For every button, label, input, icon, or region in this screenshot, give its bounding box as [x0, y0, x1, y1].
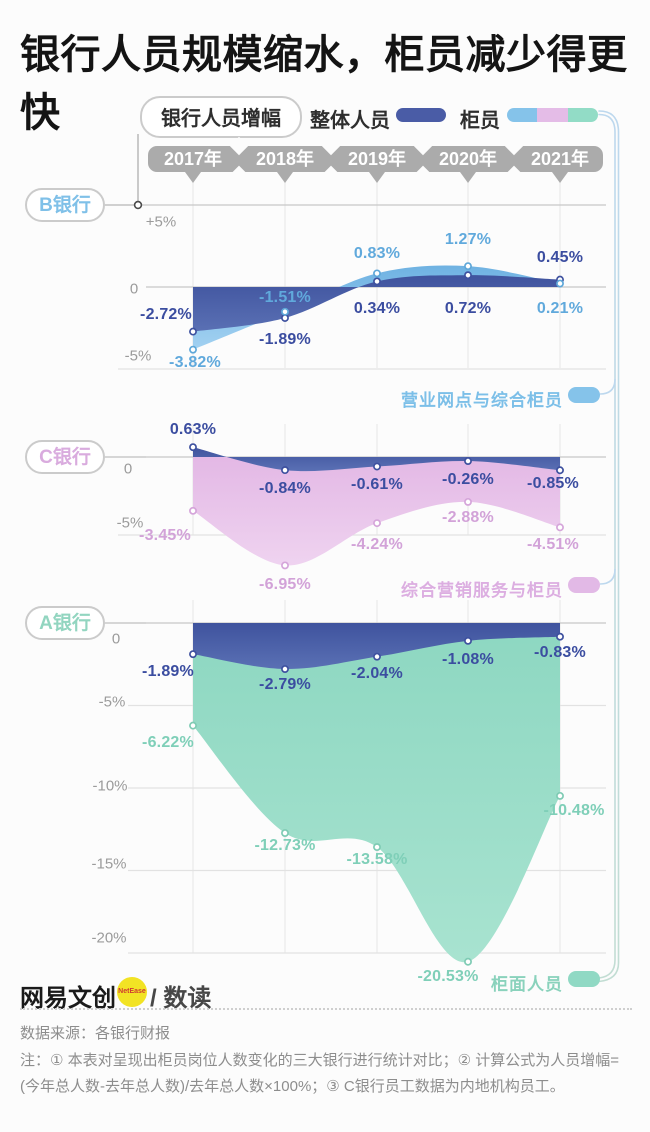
point-marker [373, 462, 381, 471]
legend-teller-swatch-pink [537, 108, 568, 122]
series-tag-pill-b [568, 387, 600, 403]
bank-badge-b: B银行 [25, 188, 105, 222]
legend-chart-title-badge: 银行人员增幅 [140, 96, 302, 138]
area-teller [193, 623, 560, 963]
point-marker [464, 271, 472, 280]
netease-badge-icon: NetEase [117, 977, 147, 1007]
year-pointer [460, 172, 476, 183]
area-overall [193, 623, 560, 670]
teller-connector-line [598, 110, 620, 983]
series-tag-pill-a [568, 971, 600, 987]
year-label: 2018年 [255, 149, 315, 169]
point-marker [189, 345, 197, 354]
point-marker [464, 457, 472, 466]
year-pointer [185, 172, 201, 183]
point-marker [464, 957, 472, 966]
point-marker [464, 497, 472, 506]
point-marker [556, 279, 564, 288]
year-label: 2020年 [438, 149, 498, 169]
series-tag-pill-c [568, 577, 600, 593]
point-marker [281, 466, 289, 475]
bank-badge-c: C银行 [25, 440, 105, 474]
legend-overall-label: 整体人员 [310, 110, 390, 132]
axis-anchor-marker [133, 200, 143, 210]
legend-teller-swatch [507, 108, 598, 122]
data-source-text: 数据来源：各银行财报 [20, 1025, 171, 1042]
point-marker [373, 843, 381, 852]
teller-connector-branch [599, 568, 616, 585]
year-label: 2019年 [347, 149, 407, 169]
point-marker [281, 829, 289, 837]
years-ribbon: 2017年 2018年 2019年 2020年 2021年 [148, 136, 603, 183]
point-marker [373, 652, 381, 661]
point-marker [281, 561, 289, 570]
point-marker [189, 650, 197, 659]
page-title: 银行人员规模缩水，柜员减少得更快 [20, 33, 628, 135]
point-marker [281, 307, 289, 316]
point-marker [373, 519, 381, 528]
year-label: 2017年 [163, 149, 223, 169]
legend-teller-swatch-green [567, 108, 598, 122]
point-marker [189, 506, 197, 515]
dotted-divider [20, 1008, 632, 1010]
bank-badge-a: A银行 [25, 606, 105, 640]
point-marker [556, 523, 564, 532]
netease-wenchuang-logo: 网易文创 [20, 985, 116, 1012]
legend-teller-label: 柜员 [460, 110, 500, 132]
year-label: 2021年 [530, 149, 590, 169]
series-tag-label-a: 柜面人员 [491, 975, 563, 994]
point-marker [281, 314, 289, 322]
footnote-text: 注：① 本表对呈现出柜员岗位人数变化的三大银行进行统计对比；② 计算公式为人员增… [20, 1052, 619, 1095]
series-tag-label-c: 综合营销服务与柜员 [401, 581, 563, 600]
point-marker [189, 327, 197, 336]
area-teller [193, 457, 560, 566]
point-marker [464, 636, 472, 645]
area-overall [193, 447, 560, 472]
point-marker [464, 262, 472, 271]
point-marker [373, 269, 381, 278]
year-pointer [369, 172, 385, 183]
point-marker [373, 277, 381, 286]
year-pointer [277, 172, 293, 183]
point-marker [189, 443, 197, 452]
point-marker [189, 721, 197, 730]
point-marker [556, 466, 564, 475]
shudu-logo: / 数读 [150, 985, 212, 1012]
point-marker [556, 791, 564, 800]
legend-overall-swatch [396, 108, 446, 122]
point-marker [556, 632, 564, 641]
legend-teller-swatch-blue [507, 108, 538, 122]
teller-connector-branch [599, 378, 616, 395]
series-tag-label-b: 营业网点与综合柜员 [401, 391, 563, 410]
teller-connector-line [598, 113, 616, 979]
year-pointer [552, 172, 568, 183]
point-marker [281, 665, 289, 673]
